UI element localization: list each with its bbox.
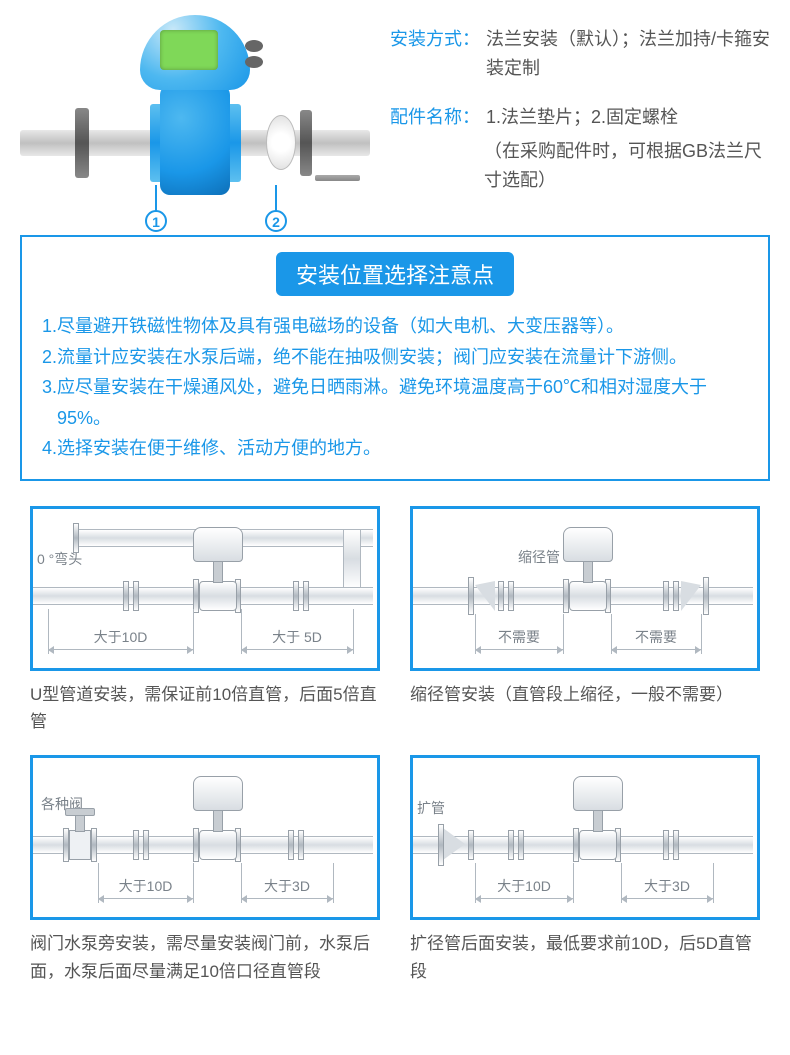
spec-label: 配件名称： bbox=[390, 103, 480, 132]
diagram-caption: 扩径管后面安装，最低要求前10D，后5D直管段 bbox=[410, 930, 760, 984]
top-section: 1 2 安装方式： 法兰安装（默认）；法兰加持/卡箍安装定制 配件名称： 1.法… bbox=[0, 0, 790, 225]
spec-label: 安装方式： bbox=[390, 25, 480, 83]
diagram-card-expander: 扩管 大于10D 大于3D 扩径管后面安装，最低要 bbox=[410, 755, 760, 984]
notice-title: 安装位置选择注意点 bbox=[276, 252, 514, 296]
notice-item: 3.应尽量安装在干燥通风处，避免日晒雨淋。避免环境温度高于60℃和相对湿度大于9… bbox=[42, 372, 748, 433]
callout-marker-1: 1 bbox=[145, 210, 167, 232]
diagram-caption: 缩径管安装（直管段上缩径，一般不需要） bbox=[410, 681, 760, 708]
dim-label: 不需要 bbox=[611, 627, 701, 647]
diagram-card-upipe: 0 °弯头 大于10D 大于 5D bbox=[30, 506, 380, 735]
notice-item: 4.选择安装在便于维修、活动方便的地方。 bbox=[42, 433, 748, 464]
callout-marker-2: 2 bbox=[265, 210, 287, 232]
spec-value: 1.法兰垫片；2.固定螺栓 bbox=[486, 103, 678, 132]
dim-label: 大于10D bbox=[48, 627, 193, 647]
spec-row-install: 安装方式： 法兰安装（默认）；法兰加持/卡箍安装定制 bbox=[390, 25, 770, 83]
diagram-label: 扩管 bbox=[417, 798, 445, 818]
diagram-image: 0 °弯头 大于10D 大于 5D bbox=[30, 506, 380, 671]
notice-text: 应尽量安装在干燥通风处，避免日晒雨淋。避免环境温度高于60℃和相对湿度大于95%… bbox=[57, 372, 748, 433]
dim-label: 大于3D bbox=[241, 876, 333, 896]
notice-text: 流量计应安装在水泵后端，绝不能在抽吸侧安装；阀门应安装在流量计下游侧。 bbox=[57, 342, 687, 373]
notice-list: 1.尽量避开铁磁性物体及具有强电磁场的设备（如大电机、大变压器等）。 2.流量计… bbox=[42, 311, 748, 464]
spec-row-parts: 配件名称： 1.法兰垫片；2.固定螺栓 （在采购配件时，可根据GB法兰尺寸选配） bbox=[390, 103, 770, 195]
dim-label: 大于 5D bbox=[241, 627, 353, 647]
dim-label: 大于10D bbox=[98, 876, 193, 896]
spec-value: 法兰安装（默认）；法兰加持/卡箍安装定制 bbox=[486, 25, 770, 83]
notice-text: 选择安装在便于维修、活动方便的地方。 bbox=[57, 433, 381, 464]
diagram-caption: 阀门水泵旁安装，需尽量安装阀门前，水泵后面，水泵后面尽量满足10倍口径直管段 bbox=[30, 930, 380, 984]
notice-item: 1.尽量避开铁磁性物体及具有强电磁场的设备（如大电机、大变压器等）。 bbox=[42, 311, 748, 342]
diagram-image: 各种阀 大于10D 大于3D bbox=[30, 755, 380, 920]
diagram-caption: U型管道安装，需保证前10倍直管，后面5倍直管 bbox=[30, 681, 380, 735]
spec-list: 安装方式： 法兰安装（默认）；法兰加持/卡箍安装定制 配件名称： 1.法兰垫片；… bbox=[370, 10, 770, 195]
dim-label: 大于3D bbox=[621, 876, 713, 896]
diagram-card-valve: 各种阀 大于10D 大于3D bbox=[30, 755, 380, 984]
diagram-image: 缩径管 不需要 不需要 bbox=[410, 506, 760, 671]
notice-text: 尽量避开铁磁性物体及具有强电磁场的设备（如大电机、大变压器等）。 bbox=[57, 311, 624, 342]
diagram-card-reducer: 缩径管 不需要 不需要 bbox=[410, 506, 760, 735]
spec-note: （在采购配件时，可根据GB法兰尺寸选配） bbox=[390, 137, 770, 195]
dim-label: 大于10D bbox=[475, 876, 573, 896]
diagram-grid: 0 °弯头 大于10D 大于 5D bbox=[0, 506, 790, 1005]
product-illustration: 1 2 bbox=[20, 10, 370, 220]
diagram-label: 缩径管 bbox=[518, 547, 560, 567]
install-notice-box: 安装位置选择注意点 1.尽量避开铁磁性物体及具有强电磁场的设备（如大电机、大变压… bbox=[20, 235, 770, 481]
notice-title-wrap: 安装位置选择注意点 bbox=[42, 252, 748, 296]
notice-item: 2.流量计应安装在水泵后端，绝不能在抽吸侧安装；阀门应安装在流量计下游侧。 bbox=[42, 342, 748, 373]
dim-label: 不需要 bbox=[475, 627, 563, 647]
diagram-image: 扩管 大于10D 大于3D bbox=[410, 755, 760, 920]
